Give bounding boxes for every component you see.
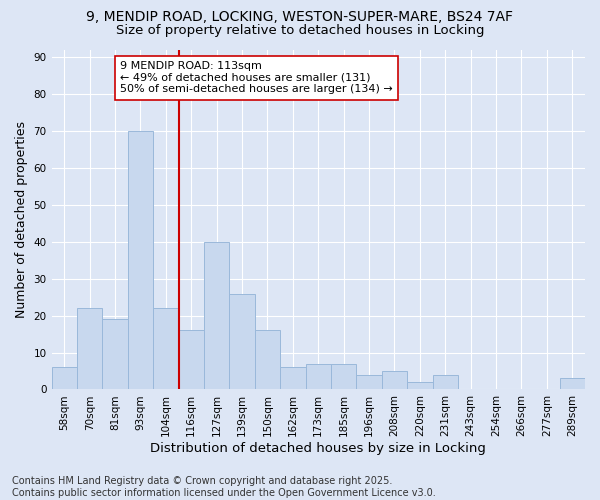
Bar xyxy=(280,368,305,390)
Bar xyxy=(382,371,407,390)
Bar xyxy=(560,378,585,390)
Text: Contains HM Land Registry data © Crown copyright and database right 2025.
Contai: Contains HM Land Registry data © Crown c… xyxy=(12,476,436,498)
Text: 9 MENDIP ROAD: 113sqm
← 49% of detached houses are smaller (131)
50% of semi-det: 9 MENDIP ROAD: 113sqm ← 49% of detached … xyxy=(120,61,393,94)
Bar xyxy=(229,294,255,390)
Bar xyxy=(331,364,356,390)
Text: 9, MENDIP ROAD, LOCKING, WESTON-SUPER-MARE, BS24 7AF: 9, MENDIP ROAD, LOCKING, WESTON-SUPER-MA… xyxy=(86,10,514,24)
Bar xyxy=(305,364,331,390)
Bar xyxy=(433,374,458,390)
Bar xyxy=(103,320,128,390)
Bar xyxy=(204,242,229,390)
Bar xyxy=(356,374,382,390)
Bar xyxy=(153,308,179,390)
Y-axis label: Number of detached properties: Number of detached properties xyxy=(15,121,28,318)
Bar xyxy=(128,131,153,390)
Bar xyxy=(255,330,280,390)
Bar xyxy=(179,330,204,390)
Bar xyxy=(77,308,103,390)
Bar xyxy=(52,368,77,390)
X-axis label: Distribution of detached houses by size in Locking: Distribution of detached houses by size … xyxy=(151,442,486,455)
Text: Size of property relative to detached houses in Locking: Size of property relative to detached ho… xyxy=(116,24,484,37)
Bar xyxy=(407,382,433,390)
